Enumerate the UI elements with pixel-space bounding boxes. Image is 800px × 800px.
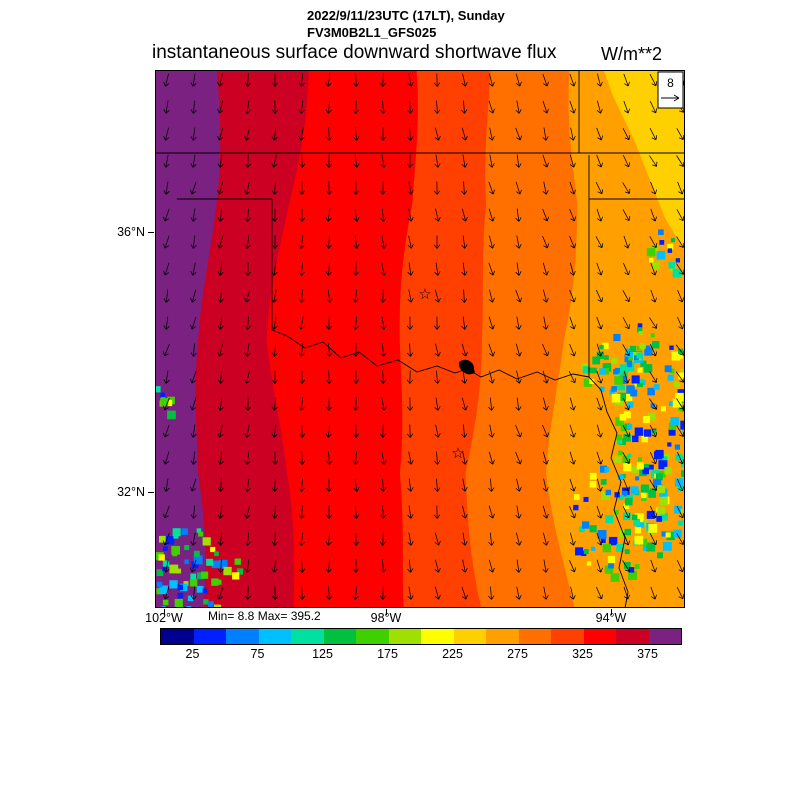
map-plot: ☆ ☆ 8 <box>155 70 685 608</box>
colorbar-segment <box>291 629 324 644</box>
colorbar-tick-label: 25 <box>185 647 200 661</box>
map-canvas: ☆☆8 <box>155 70 685 608</box>
lat-tick-label-32n: 32°N <box>117 485 145 499</box>
lon-tick-label-98w: 98°W <box>370 611 402 625</box>
colorbar-tick-label: 125 <box>312 647 333 661</box>
colorbar-tick-label: 375 <box>637 647 658 661</box>
state-boundaries <box>155 70 685 608</box>
colorbar-segment <box>518 629 551 644</box>
model-run-label: FV3M0B2L1_GFS025 <box>307 25 437 40</box>
colorbar-tick-label: 275 <box>507 647 528 661</box>
units-label: W/m**2 <box>601 44 663 64</box>
colorbar-tick-label: 225 <box>442 647 463 661</box>
city-star-icon: ☆ <box>451 444 464 462</box>
reference-speed-label: 8 <box>667 76 674 90</box>
lat-tick-label-36n: 36°N <box>117 225 145 239</box>
colorbar-segment <box>323 629 356 644</box>
lon-tick-label-94w: 94°W <box>595 611 627 625</box>
colorbar-segment <box>356 629 389 644</box>
colorbar-segment <box>193 629 226 644</box>
colorbar-segment <box>453 629 486 644</box>
lat-tick-mark <box>148 492 154 493</box>
city-star-icon: ☆ <box>418 285 431 303</box>
map-frame <box>155 70 685 608</box>
map-layers: ☆☆ <box>155 70 685 608</box>
wind-reference-box: 8 <box>657 71 684 109</box>
plot-title: instantaneous surface downward shortwave… <box>152 42 557 63</box>
colorbar-tick-labels: 25 75 125 175 225 275 325 375 <box>160 647 680 663</box>
lat-tick-mark <box>148 232 154 233</box>
colorbar-segment <box>161 629 194 644</box>
min-max-label: Min= 8.8 Max= 395.2 <box>208 609 321 623</box>
colorbar-tick-label: 175 <box>377 647 398 661</box>
colorbar <box>160 628 682 645</box>
colorbar-segment <box>486 629 519 644</box>
lon-tick-label-102w: 102°W <box>145 611 183 625</box>
reference-arrow-icon <box>661 94 680 102</box>
colorbar-segment <box>388 629 421 644</box>
lon-tick-mark <box>611 609 612 615</box>
colorbar-segment <box>583 629 616 644</box>
colorbar-segment <box>421 629 454 644</box>
lon-tick-mark <box>164 609 165 615</box>
city-star-markers: ☆☆ <box>418 285 464 462</box>
colorbar-tick-label: 325 <box>572 647 593 661</box>
colorbar-segment <box>648 629 681 644</box>
colorbar-segment <box>616 629 649 644</box>
flux-filled-contours <box>155 70 685 608</box>
colorbar-tick-label: 75 <box>250 647 265 661</box>
valid-time-label: 2022/9/11/23UTC (17LT), Sunday <box>307 8 505 23</box>
lon-tick-mark <box>386 609 387 615</box>
colorbar-segment <box>551 629 584 644</box>
colorbar-segment <box>226 629 259 644</box>
wind-arrows <box>162 73 685 600</box>
colorbar-segment <box>258 629 291 644</box>
